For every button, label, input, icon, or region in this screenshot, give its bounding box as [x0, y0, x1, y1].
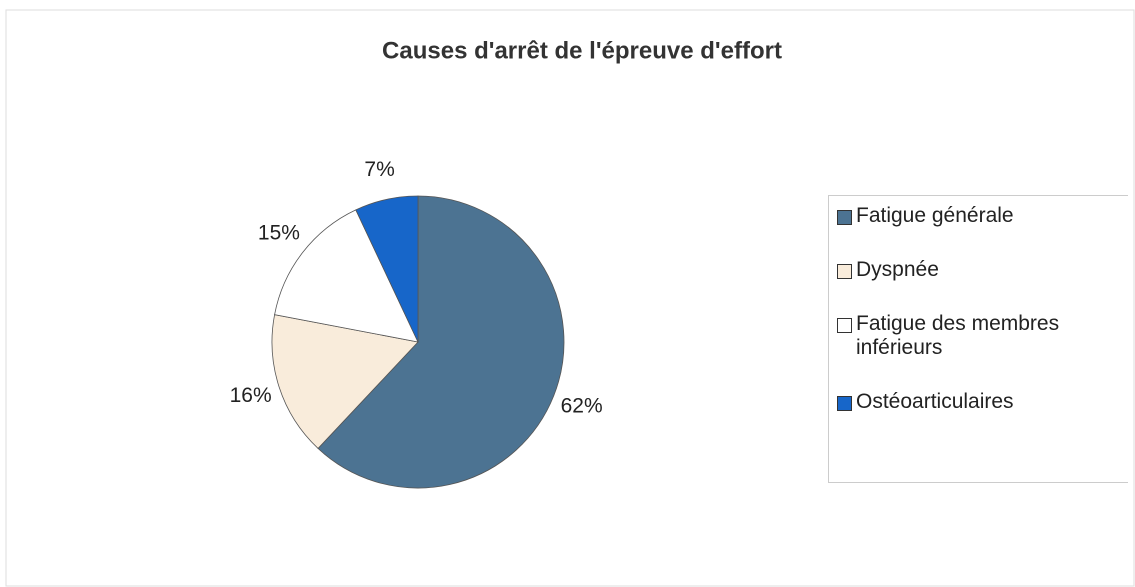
pie-slice: [274, 209, 419, 343]
legend-item: Fatigue des membres inférieurs: [837, 312, 1128, 360]
data-label: 62%: [561, 394, 603, 417]
chart-title: Causes d'arrêt de l'épreuve d'effort: [382, 37, 782, 64]
legend-item: Dyspnée: [837, 258, 1128, 282]
legend-label: Dyspnée: [856, 258, 939, 281]
legend-label: Ostéoarticulaires: [856, 390, 1014, 413]
data-label: 16%: [230, 384, 272, 407]
legend-swatch: [837, 318, 852, 333]
pie-slice: [355, 195, 419, 343]
data-label: 15%: [258, 222, 300, 245]
legend-label: Fatigue générale: [856, 204, 1014, 227]
legend-swatch: [837, 210, 852, 225]
legend-item: Ostéoarticulaires: [837, 390, 1128, 414]
legend: Fatigue générale Dyspnée Fatigue des membr…: [828, 195, 1128, 483]
legend-label: Fatigue des membres inférieurs: [856, 312, 1060, 359]
pie-slice: [317, 195, 565, 489]
legend-swatch: [837, 264, 852, 279]
legend-swatch: [837, 396, 852, 411]
data-label: 7%: [364, 158, 394, 181]
legend-item: Fatigue générale: [837, 204, 1128, 228]
frame: [5, 9, 1135, 587]
pie-slice: [271, 314, 419, 449]
